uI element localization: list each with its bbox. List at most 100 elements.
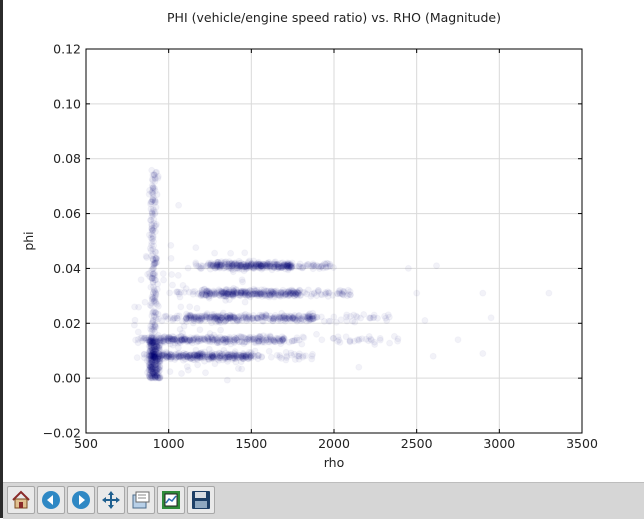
scatter-point xyxy=(252,287,259,294)
scatter-point xyxy=(311,290,317,297)
scatter-point xyxy=(184,337,191,343)
scatter-point xyxy=(220,263,227,270)
scatter-point xyxy=(220,289,227,296)
scatter-point xyxy=(310,315,316,322)
scatter-point xyxy=(189,353,195,360)
scatter-point xyxy=(213,261,220,268)
scatter-point xyxy=(192,259,199,266)
scatter-point xyxy=(289,314,296,320)
scatter-point xyxy=(226,335,233,342)
scatter-point xyxy=(149,366,156,373)
scatter-point xyxy=(208,334,215,341)
forward-button[interactable] xyxy=(67,486,95,514)
scatter-point xyxy=(176,338,183,345)
scatter-point xyxy=(278,260,284,267)
scatter-point xyxy=(207,330,214,337)
scatter-point xyxy=(250,260,257,267)
scatter-point xyxy=(145,355,152,362)
scatter-point xyxy=(205,336,212,343)
scatter-point xyxy=(284,261,291,268)
scatter-point xyxy=(164,354,170,361)
scatter-point xyxy=(234,353,241,360)
scatter-point xyxy=(163,334,170,341)
scatter-point xyxy=(193,313,200,320)
zoom-button[interactable] xyxy=(127,486,155,514)
scatter-point xyxy=(195,352,202,359)
scatter-point xyxy=(150,349,157,356)
scatter-point xyxy=(177,353,184,359)
configure-subplots-button[interactable] xyxy=(157,486,185,514)
scatter-point xyxy=(156,345,163,352)
scatter-point xyxy=(196,335,203,342)
scatter-point xyxy=(250,265,257,272)
scatter-point xyxy=(155,344,162,351)
scatter-point xyxy=(219,314,226,321)
scatter-point xyxy=(262,311,269,318)
scatter-point xyxy=(259,314,266,321)
scatter-point xyxy=(195,351,202,358)
scatter-point xyxy=(150,197,156,204)
scatter-point xyxy=(168,335,175,342)
scatter-point xyxy=(151,344,158,351)
scatter-point xyxy=(141,351,147,358)
scatter-point xyxy=(148,198,155,205)
scatter-point xyxy=(253,260,260,267)
save-button[interactable] xyxy=(187,486,215,514)
scatter-point xyxy=(210,353,217,360)
scatter-point xyxy=(279,336,286,343)
scatter-point xyxy=(221,264,228,271)
scatter-point xyxy=(148,353,155,360)
scatter-point xyxy=(198,314,205,321)
scatter-point xyxy=(148,343,155,350)
scatter-point xyxy=(193,334,200,341)
scatter-point xyxy=(260,332,267,339)
scatter-point xyxy=(157,358,164,365)
scatter-point xyxy=(170,336,177,343)
scatter-point xyxy=(152,300,159,307)
scatter-point xyxy=(146,366,153,373)
scatter-point xyxy=(292,356,299,363)
scatter-point xyxy=(150,283,157,290)
scatter-point xyxy=(191,352,198,359)
scatter-point xyxy=(150,351,157,358)
scatter-point xyxy=(179,352,186,359)
back-button[interactable] xyxy=(37,486,65,514)
scatter-point xyxy=(205,291,212,298)
scatter-point xyxy=(153,314,160,321)
home-button[interactable] xyxy=(7,486,35,514)
scatter-point xyxy=(217,353,224,360)
scatter-point xyxy=(246,291,253,297)
scatter-point xyxy=(386,314,393,321)
scatter-point xyxy=(202,313,209,320)
scatter-point xyxy=(153,350,160,357)
scatter-point xyxy=(165,336,172,343)
scatter-point xyxy=(149,339,156,346)
scatter-point xyxy=(174,334,181,341)
scatter-point xyxy=(254,263,261,270)
scatter-point xyxy=(284,262,291,269)
scatter-point xyxy=(272,315,279,322)
scatter-point xyxy=(149,188,156,195)
scatter-point xyxy=(221,292,228,299)
scatter-point xyxy=(226,354,233,360)
scatter-point xyxy=(207,290,213,297)
scatter-point xyxy=(187,351,194,358)
save-floppy-icon xyxy=(190,489,212,511)
scatter-point xyxy=(223,317,229,324)
scatter-point xyxy=(219,289,226,296)
scatter-point xyxy=(231,337,238,343)
scatter-point xyxy=(158,335,165,342)
x-tick-label: 500 xyxy=(74,436,98,451)
scatter-point xyxy=(267,289,274,296)
scatter-point xyxy=(226,354,233,361)
scatter-point xyxy=(159,352,166,359)
scatter-point xyxy=(154,301,161,308)
scatter-point xyxy=(285,292,292,299)
scatter-point xyxy=(223,290,230,297)
scatter-point xyxy=(216,317,223,324)
scatter-point xyxy=(162,355,169,362)
scatter-point xyxy=(158,351,165,358)
scatter-point xyxy=(224,358,231,365)
pan-button[interactable] xyxy=(97,486,125,514)
scatter-point xyxy=(186,336,193,343)
